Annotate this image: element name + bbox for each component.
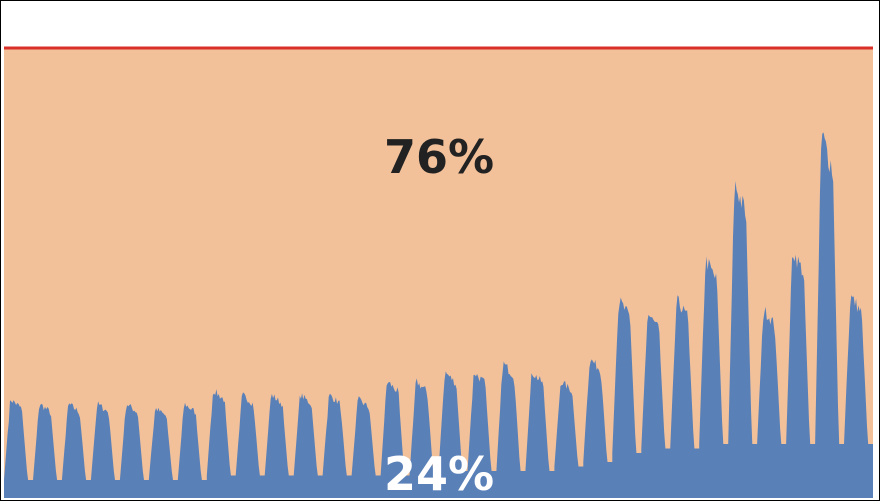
used-capacity-area [4,132,873,498]
idle-percentage-label: 76% [384,130,494,184]
used-percentage-label: 24% [384,447,494,500]
idle-capacity-area [4,48,873,498]
